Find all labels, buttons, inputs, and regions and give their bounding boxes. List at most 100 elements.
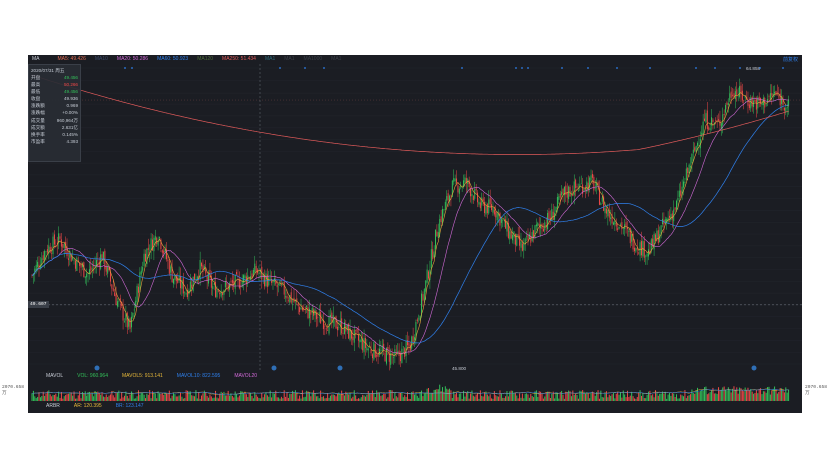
volume-bar (418, 397, 420, 401)
volume-bar (740, 388, 742, 401)
candle-body (111, 284, 113, 289)
ma-legend-item[interactable]: MA20: 50.286 (116, 56, 149, 62)
ma-legend-item[interactable]: MA5: 49.426 (57, 56, 86, 62)
volume-bar (294, 390, 296, 401)
ma-legend-item[interactable]: MA60: 50.923 (157, 56, 189, 62)
candle-body (767, 99, 769, 102)
ma-legend-item[interactable]: MA1 (284, 56, 295, 62)
volume-bar (698, 392, 700, 401)
volume-bar (46, 391, 48, 401)
info-row: 成交额 2.631亿 (31, 124, 78, 131)
candle-body (139, 272, 141, 293)
volume-bar (541, 393, 543, 401)
candle-body (244, 275, 246, 279)
candle-body (98, 261, 100, 267)
volume-bar (496, 396, 498, 401)
volume-bar (328, 397, 330, 401)
volume-bar (402, 397, 404, 401)
candle-body (485, 206, 487, 215)
candle-body (290, 292, 292, 303)
volume-bar (189, 391, 191, 401)
candle-body (272, 281, 274, 283)
volume-bar (755, 390, 757, 401)
candle-body (86, 273, 88, 278)
arbr-legend-item[interactable]: AR: 120.395 (73, 403, 102, 409)
candle-body (374, 344, 376, 358)
volume-bar (384, 393, 386, 401)
candle-body (428, 271, 430, 279)
vol-legend-item[interactable]: MAVOL5: 913.141 (122, 373, 163, 379)
volume-bar (415, 393, 417, 401)
arbr-legend-item[interactable]: BR: 123.147 (115, 403, 144, 409)
volume-bar (549, 398, 551, 401)
candle-body (601, 197, 603, 202)
volume-bar (324, 398, 326, 401)
adjust-mode-button[interactable]: 前复权 (782, 57, 798, 63)
volume-bar (163, 394, 165, 401)
volume-bar (750, 388, 752, 401)
volume-bar (88, 391, 90, 401)
volume-bar (655, 390, 656, 401)
volume-bar (121, 392, 123, 401)
vol-legend-item[interactable]: VOL: 960.964 (77, 373, 108, 379)
volume-bar (171, 395, 173, 401)
candle-body (615, 222, 617, 227)
volume-bar (551, 393, 553, 401)
volume-bar (150, 398, 152, 401)
candle-body (325, 328, 327, 330)
candle-body (628, 230, 630, 232)
candle-body (161, 250, 163, 253)
volume-bar (701, 389, 703, 401)
arbr-indicator-label[interactable]: ARBR (46, 403, 60, 409)
volume-bar (489, 394, 491, 401)
candle-body (771, 92, 773, 96)
volume-bar (636, 397, 638, 401)
volume-bar (199, 398, 201, 401)
volume-bar (558, 398, 560, 401)
ma-legend-item[interactable]: MA250: 51.434 (222, 56, 256, 62)
volume-bar (205, 392, 207, 401)
candle-body (363, 338, 365, 353)
candle-body (732, 94, 734, 96)
volume-bar (611, 394, 613, 401)
volume-chart[interactable] (28, 381, 802, 401)
volume-bar (398, 393, 400, 401)
vol-legend-item[interactable]: MAVOL20 (234, 373, 258, 379)
candle-body (407, 340, 408, 346)
vol-legend-item[interactable]: MAVOL10: 822.595 (176, 373, 221, 379)
volume-bar (226, 395, 228, 401)
candle-body (304, 307, 306, 308)
volume-bar (142, 392, 144, 401)
volume-bar (674, 396, 676, 401)
volume-bar (638, 392, 640, 401)
vol-indicator-label[interactable]: MAVOL (46, 373, 64, 379)
candle-body (656, 230, 658, 240)
candle-body (308, 308, 310, 319)
candle-body (650, 239, 652, 252)
candle-body (91, 268, 93, 270)
volume-bar (381, 395, 383, 401)
volume-bar (76, 398, 78, 401)
ma-indicator-label[interactable]: MA (32, 56, 40, 62)
volume-bar (62, 398, 64, 401)
ma-legend-item[interactable]: MA1 (331, 56, 342, 62)
candle-body (691, 153, 693, 164)
candle-body (390, 353, 392, 365)
ma-legend-item[interactable]: MA1 (264, 56, 276, 62)
volume-bar (534, 391, 536, 401)
ma-legend-item[interactable]: MA120 (197, 56, 214, 62)
ma-legend-item[interactable]: MA1000 (303, 56, 323, 62)
candle-body (631, 233, 633, 242)
candle-body (60, 239, 62, 247)
ma-legend-item[interactable]: MA10 (94, 56, 108, 62)
candle-body (751, 96, 753, 107)
candle-body (402, 346, 404, 348)
volume-bar (392, 398, 394, 401)
candle-body (690, 166, 692, 168)
candle-body (754, 99, 756, 102)
info-row: 最高 50.266 (31, 81, 78, 88)
candlestick-chart[interactable]: 64.858 45.800 (28, 64, 802, 372)
volume-bar (276, 397, 278, 401)
volume-bar (91, 392, 93, 401)
volume-bar (184, 398, 186, 401)
